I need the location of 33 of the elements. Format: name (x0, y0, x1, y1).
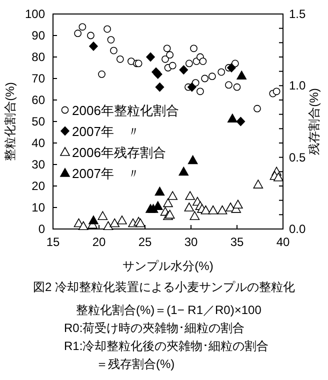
legend-label: 2007年 〃 (72, 124, 140, 139)
text: 整粒化割合(%)＝(1− R1／R0)×100 (76, 303, 262, 317)
legend-label: 2007年 〃 (72, 166, 140, 181)
y-tick-label: 80 (32, 50, 46, 64)
y2-axis-title: 残存割合(%) (307, 88, 321, 155)
y-tick-label: 20 (32, 179, 46, 193)
y-tick-label: 70 (32, 72, 46, 86)
text: ＝残存割合(%) (96, 357, 175, 371)
y2-tick-label: 1.5 (289, 7, 306, 21)
y-tick-label: 60 (32, 93, 46, 107)
y-tick-label: 30 (32, 158, 46, 172)
y-axis-title: 整粒化割合(%) (3, 82, 17, 161)
y-tick-label: 50 (32, 114, 46, 128)
x-tick-label: 35 (230, 235, 244, 249)
y-tick-label: 10 (32, 200, 46, 214)
text: 図2 冷却整粒化装置による小麦サンプルの整粒化 (32, 280, 296, 294)
x-tick-label: 15 (46, 235, 60, 249)
y-tick-label: 100 (24, 7, 46, 21)
y-tick-label: 0 (38, 222, 46, 236)
y2-tick-label: 1.0 (289, 78, 306, 93)
x-tick-label: 40 (276, 235, 290, 249)
legend-label: 2006年残存割合 (72, 145, 166, 160)
legend-label: 2006年整粒化割合 (72, 103, 179, 118)
y-tick-label: 40 (32, 136, 46, 150)
x-tick-label: 25 (138, 235, 152, 249)
x-tick-label: 20 (92, 235, 106, 249)
text: R1:冷却整粒化後の夾雑物･細粒の割合 (64, 339, 269, 353)
y2-tick-label: 0.0 (289, 222, 306, 236)
x-tick-label: 30 (184, 235, 198, 249)
text: R0:荷受け時の夾雑物･細粒の割合 (64, 321, 245, 335)
y2-tick-label: 0.5 (289, 150, 306, 164)
y-tick-label: 90 (32, 28, 46, 42)
x-axis-title: サンプル水分(%) (122, 259, 214, 273)
